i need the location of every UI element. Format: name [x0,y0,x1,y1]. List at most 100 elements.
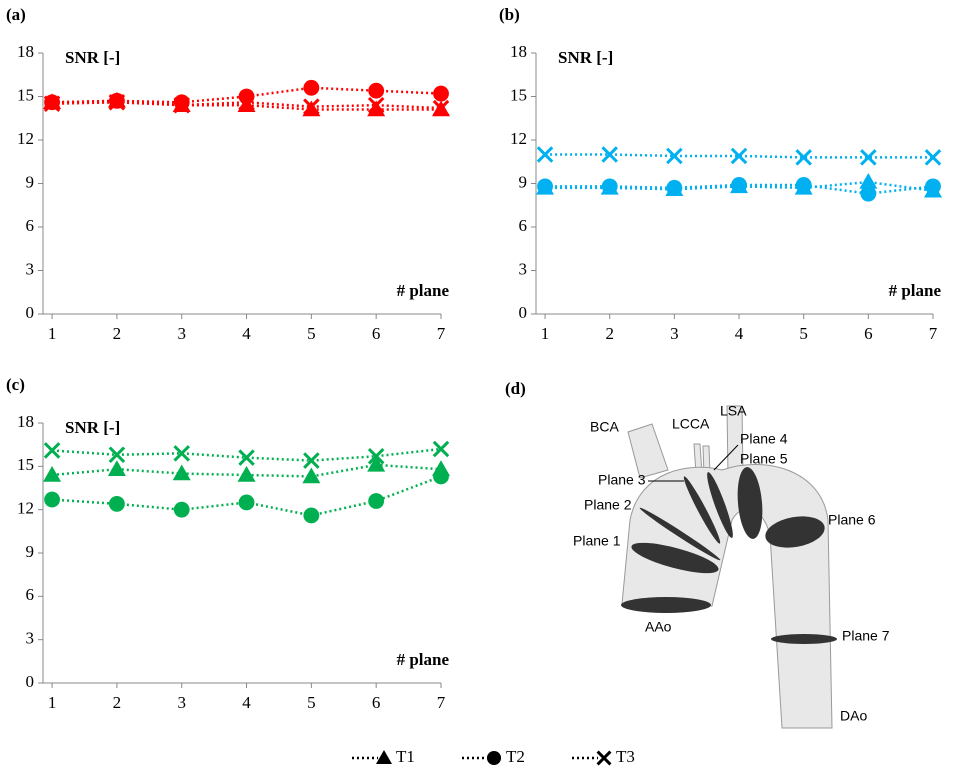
aorta [622,464,832,728]
x-tick-label: 6 [864,324,873,343]
x-tick-label: 1 [48,324,57,343]
marker-circle [602,178,618,194]
x-axis-label: # plane [397,650,450,669]
y-axis-label: SNR [-] [558,48,613,67]
marker-x [304,453,318,467]
x-tick-label: 5 [307,324,316,343]
diagram-label: DAo [840,708,867,724]
x-tick-label: 3 [670,324,679,343]
diagram-label: Plane 7 [842,628,890,644]
marker-circle [174,94,190,110]
x-tick-label: 4 [735,324,744,343]
diagram-label: Plane 2 [584,497,632,513]
x-tick-label: 6 [372,324,381,343]
x-tick-label: 4 [242,693,251,712]
legend-label: T2 [506,747,525,766]
y-axis-label: SNR [-] [65,48,120,67]
panel-label: (d) [505,379,526,398]
x-tick-label: 1 [48,693,57,712]
y-tick-label: 0 [26,303,35,322]
x-tick-label: 7 [437,693,446,712]
x-tick-label: 7 [929,324,938,343]
y-tick-label: 0 [519,303,528,322]
legend-label: T1 [396,747,415,766]
marker-circle [433,86,449,102]
marker-circle [174,502,190,518]
diagram-label: AAo [645,619,672,635]
y-tick-label: 9 [26,172,35,191]
y-tick-label: 15 [17,85,34,104]
y-tick-label: 9 [26,542,35,561]
marker-triangle [238,466,256,482]
panel-label: (c) [6,375,25,394]
marker-x [861,150,875,164]
x-tick-label: 4 [242,324,251,343]
x-tick-label: 1 [541,324,550,343]
x-tick-label: 6 [372,693,381,712]
marker-circle [109,496,125,512]
diagram-label: Plane 4 [740,431,788,447]
y-tick-label: 6 [519,216,528,235]
marker-x [603,147,617,161]
panel-label: (b) [499,5,520,24]
marker-circle [303,508,319,524]
x-tick-label: 5 [307,693,316,712]
marker-circle [433,469,449,485]
x-axis-label: # plane [397,281,450,300]
legend-marker [487,751,501,765]
y-tick-label: 18 [17,42,34,61]
marker-x [926,150,940,164]
x-tick-label: 7 [437,324,446,343]
y-tick-label: 3 [26,259,35,278]
marker-x [434,442,448,456]
marker-circle [368,83,384,99]
marker-circle [44,492,60,508]
y-tick-label: 18 [510,42,527,61]
marker-x [732,149,746,163]
diagram-label: Plane 1 [573,533,621,549]
y-tick-label: 12 [17,129,34,148]
marker-triangle [173,465,191,481]
y-tick-label: 6 [26,585,35,604]
marker-circle [925,178,941,194]
diagram-label: BCA [590,419,619,435]
y-tick-label: 9 [519,172,528,191]
diagram-label: Plane 6 [828,512,876,528]
x-tick-label: 3 [177,324,186,343]
y-tick-label: 3 [519,259,528,278]
marker-x [175,446,189,460]
x-tick-label: 5 [799,324,808,343]
marker-circle [731,177,747,193]
figure: (d) BCA LCCA LSA Plane 4 Plane 5 Plane 3… [0,0,963,774]
y-tick-label: 12 [17,499,34,518]
marker-circle [239,495,255,511]
y-tick-label: 15 [510,85,527,104]
x-axis-label: # plane [889,281,942,300]
diagram-label: Plane 5 [740,451,788,467]
y-tick-label: 18 [17,412,34,431]
y-tick-label: 3 [26,629,35,648]
marker-circle [860,186,876,202]
marker-circle [796,177,812,193]
x-tick-label: 2 [605,324,614,343]
diagram-label: LCCA [672,416,710,432]
panel-label: (a) [6,5,26,24]
marker-x [239,450,253,464]
legend-marker [598,752,611,765]
marker-circle [303,80,319,96]
x-tick-label: 2 [113,324,122,343]
x-tick-label: 2 [113,693,122,712]
diagram-label: Plane 3 [598,472,646,488]
y-tick-label: 15 [17,455,34,474]
y-tick-label: 0 [26,672,35,691]
marker-x [667,149,681,163]
x-tick-label: 3 [177,693,186,712]
y-axis-label: SNR [-] [65,418,120,437]
marker-x [796,150,810,164]
y-tick-label: 12 [510,129,527,148]
diagram-label: LSA [720,403,747,419]
marker-circle [537,178,553,194]
diagram: (d) BCA LCCA LSA Plane 4 Plane 5 Plane 3… [505,379,890,728]
legend-marker [376,750,392,764]
marker-circle [368,493,384,509]
